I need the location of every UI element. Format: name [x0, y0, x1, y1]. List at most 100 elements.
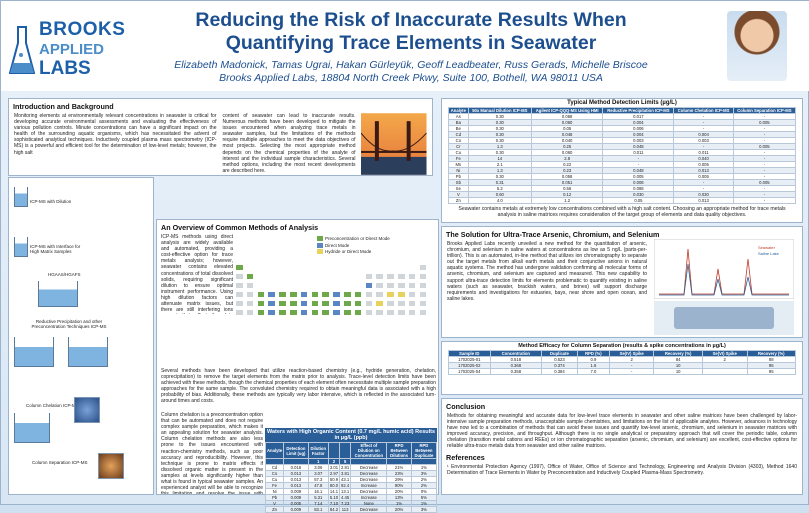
periodic-cell [407, 273, 417, 280]
periodic-legend: Preconcentration or Direct Mode Direct M… [317, 236, 390, 256]
spike-cell: 95 [746, 368, 796, 375]
periodic-cell [407, 309, 417, 316]
periodic-cell [289, 291, 298, 298]
periodic-cell [386, 273, 395, 280]
mdl-caption: Seawater contains metals at extremely lo… [458, 206, 786, 219]
conclusion-text: Methods for obtaining meaningful and acc… [447, 413, 797, 450]
authors-block: Elizabeth Madonick, Tamas Ugrai, Hakan G… [131, 59, 691, 85]
hoc-cell: 20% [386, 506, 412, 513]
periodic-cell [386, 309, 395, 316]
periodic-cell [397, 273, 406, 280]
flask-icon [9, 26, 35, 74]
spike-cell: 10 [653, 368, 703, 375]
periodic-cell [299, 300, 309, 307]
periodic-cell [256, 309, 266, 316]
method-images-column: ICP-MS with Dilution ICP-MS with Interfa… [8, 177, 154, 495]
spike-cell: 0.384 [541, 368, 578, 375]
separation-image [98, 453, 124, 479]
img-label-chelation: Column Chelation ICP-MS [26, 403, 79, 408]
mdl-section: Typical Method Detection Limits (µg/L) A… [441, 98, 803, 223]
spike-title: Method Efficacy for Column Separation (r… [518, 343, 726, 349]
beaker-icon [14, 337, 54, 367]
hoc-table-title: Waters with High Organic Content (0.7 mg… [265, 428, 437, 442]
periodic-cell [299, 309, 309, 316]
periodic-cell [245, 291, 255, 298]
hoc-header-cell: RPD Between Duplicate [410, 442, 438, 459]
periodic-cell [245, 300, 255, 307]
spike-row: 1702025-04 0.358 0.384 7.0-10 95 [448, 368, 796, 375]
logo-line2: APPLIED [39, 41, 105, 58]
beaker-icon [14, 237, 28, 257]
hoc-header-cell: RPD Between Dilutions [386, 442, 412, 459]
overview-heading: An Overview of Common Methods of Analysi… [161, 223, 319, 232]
hoc-cell: 84.2 [327, 506, 341, 513]
periodic-cell [418, 309, 428, 316]
mdl-header-cell: Column Chelation ICP-MS [673, 107, 734, 114]
intro-heading: Introduction and Background [13, 102, 114, 111]
periodic-cell [364, 273, 374, 280]
header: BROOKS APPLIED LABS Reducing the Risk of… [1, 1, 809, 91]
hoc-cell: 92.4 [339, 482, 352, 489]
hoc-cell: 2.81 [339, 464, 352, 471]
periodic-cell [321, 309, 330, 316]
overview-p3: Column chelation is a preconcentration o… [161, 412, 263, 494]
periodic-cell [235, 300, 244, 307]
affiliation: Brooks Applied Labs, 18804 North Creek P… [219, 72, 603, 84]
periodic-cell [310, 309, 320, 316]
mdl-row: V 0.60 0.12 0.030 0.030- [448, 191, 797, 198]
periodic-cell [321, 291, 330, 298]
periodic-cell [321, 300, 330, 307]
hoc-header-cell: Detection Limit (ug) [283, 442, 309, 459]
periodic-cell [332, 300, 341, 307]
periodic-cell [364, 309, 374, 316]
periodic-cell [235, 273, 244, 280]
periodic-cell [407, 300, 417, 307]
img-label-separation: Column Separation ICP-MS [32, 460, 88, 465]
hoc-cell: 7.10 [327, 500, 341, 507]
periodic-cell [364, 300, 374, 307]
spike-cell: - [608, 368, 655, 375]
hoc-cell: 4.45 [339, 494, 352, 501]
author-photo [727, 11, 787, 81]
legend-preconc: Preconcentration or Direct Mode [325, 236, 390, 241]
hoc-cell: 113 [339, 506, 352, 513]
mdl-row: Cr 1.3 0.25 0.048-0.005 [448, 143, 797, 150]
hoc-row: Zn 0.009 83.1 84.2 113 Decrease 20% 3% [264, 506, 438, 513]
periodic-cell [278, 309, 287, 316]
periodic-cell [418, 282, 428, 289]
hoc-cell: 3% [410, 506, 438, 513]
periodic-cell [267, 291, 276, 298]
overview-section: An Overview of Common Methods of Analysi… [156, 219, 439, 513]
logo-line1: BROOKS [39, 19, 126, 40]
references-heading: References [446, 452, 485, 462]
img-label-interface: ICP-MS with Interface for High Matrix Sa… [30, 244, 81, 254]
periodic-cell [353, 300, 363, 307]
mdl-row: Ba 0.30 0.060 0.004-0.005 [448, 119, 797, 126]
hoc-cell: 2.97 [327, 470, 341, 477]
periodic-cell [245, 282, 255, 289]
intro-section: Introduction and Background Monitoring e… [8, 98, 433, 176]
spike-table: Sample ID Concentration Duplicate RPD (%) Se… [448, 350, 796, 375]
periodic-cell [278, 300, 287, 307]
periodic-cell [267, 309, 276, 316]
periodic-cell [353, 291, 363, 298]
mdl-row: Fe 14 2.8-0.040- [448, 155, 797, 162]
periodic-cell [310, 300, 320, 307]
hoc-cell: 80.0 [327, 482, 341, 489]
periodic-cell [310, 291, 320, 298]
periodic-cell [289, 300, 298, 307]
periodic-cell [386, 291, 395, 298]
solution-text: Brooks Applied Labs recently unveiled a … [447, 241, 647, 302]
periodic-cell [364, 282, 374, 289]
intro-col2: content of seawater can lead to inaccura… [222, 113, 356, 174]
chart-legend-saline: Saline Lake [758, 251, 780, 256]
solution-section: The Solution for Ultra-Trace Arsenic, Ch… [441, 226, 803, 338]
mdl-cell: 0.05 [602, 197, 675, 204]
legend-direct: Direct Mode [325, 242, 350, 248]
hoc-header-cell: Analyte [264, 442, 285, 459]
beaker-icon [14, 413, 50, 443]
periodic-cell [386, 300, 395, 307]
periodic-cell [407, 291, 417, 298]
periodic-cell [353, 309, 363, 316]
hoc-cell: 3.01 [327, 464, 341, 471]
